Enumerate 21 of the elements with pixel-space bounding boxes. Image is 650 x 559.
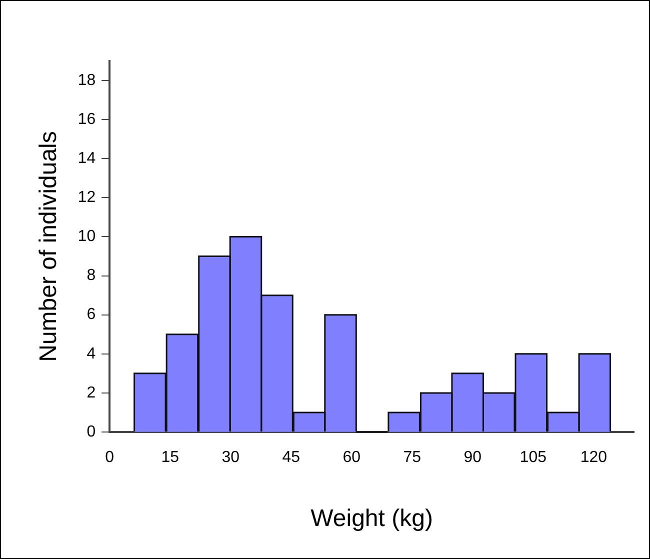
y-axis-title: Number of individuals <box>35 131 62 362</box>
x-tick-label: 120 <box>580 449 608 466</box>
y-tick-label: 18 <box>78 72 96 89</box>
x-axis-title: Weight (kg) <box>310 505 433 532</box>
y-tick-label: 6 <box>86 306 96 324</box>
y-tick-label: 0 <box>86 423 96 440</box>
x-tick-label: 15 <box>161 449 180 466</box>
y-tick-label: 14 <box>78 150 96 168</box>
x-tick-label: 90 <box>464 449 482 466</box>
y-tick-label: 8 <box>86 267 96 284</box>
y-tick-label: 4 <box>86 345 96 362</box>
y-tick-label: 16 <box>78 110 96 128</box>
x-tick-label: 45 <box>282 449 300 466</box>
y-tick-label: 2 <box>86 384 96 402</box>
y-tick-label: 10 <box>78 228 96 246</box>
x-tick-label: 0 <box>105 449 114 466</box>
y-tick-label: 12 <box>78 189 96 206</box>
x-tick-label: 75 <box>403 449 422 466</box>
x-tick-label: 30 <box>222 449 240 466</box>
x-tick-label: 60 <box>342 449 361 466</box>
x-tick-label: 105 <box>520 449 547 466</box>
